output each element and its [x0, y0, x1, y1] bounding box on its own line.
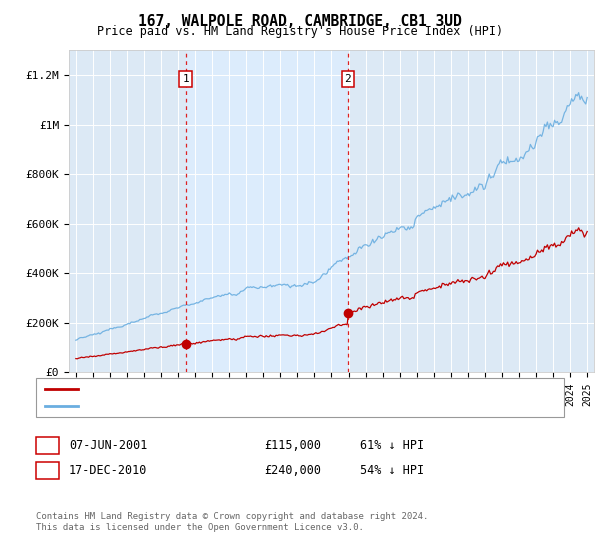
Text: 07-JUN-2001: 07-JUN-2001 [69, 438, 148, 452]
Text: 167, WALPOLE ROAD, CAMBRIDGE, CB1 3UD: 167, WALPOLE ROAD, CAMBRIDGE, CB1 3UD [138, 14, 462, 29]
Text: Contains HM Land Registry data © Crown copyright and database right 2024.
This d: Contains HM Land Registry data © Crown c… [36, 512, 428, 532]
Text: 2: 2 [344, 74, 351, 84]
Text: 17-DEC-2010: 17-DEC-2010 [69, 464, 148, 477]
Text: 61% ↓ HPI: 61% ↓ HPI [360, 438, 424, 452]
Text: 1: 1 [182, 74, 189, 84]
Text: £115,000: £115,000 [264, 438, 321, 452]
Text: 2: 2 [44, 464, 51, 477]
Text: 54% ↓ HPI: 54% ↓ HPI [360, 464, 424, 477]
Text: £240,000: £240,000 [264, 464, 321, 477]
Bar [185, 50, 348, 372]
Text: Price paid vs. HM Land Registry's House Price Index (HPI): Price paid vs. HM Land Registry's House … [97, 25, 503, 38]
Text: 167, WALPOLE ROAD, CAMBRIDGE, CB1 3UD (detached house): 167, WALPOLE ROAD, CAMBRIDGE, CB1 3UD (d… [85, 384, 422, 394]
Text: HPI: Average price, detached house, Cambridge: HPI: Average price, detached house, Camb… [85, 401, 367, 411]
Text: 1: 1 [44, 438, 51, 452]
